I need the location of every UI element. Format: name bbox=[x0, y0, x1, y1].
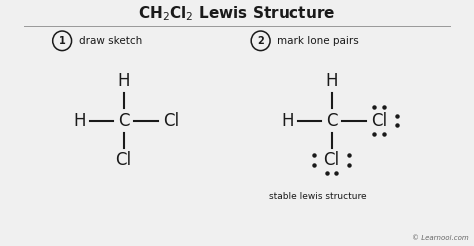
Text: Cl: Cl bbox=[116, 151, 132, 169]
Text: 2: 2 bbox=[257, 36, 264, 46]
Text: mark lone pairs: mark lone pairs bbox=[277, 36, 359, 46]
Text: Cl: Cl bbox=[371, 111, 387, 130]
Text: H: H bbox=[282, 111, 294, 130]
Text: 1: 1 bbox=[59, 36, 65, 46]
Text: © Learnool.com: © Learnool.com bbox=[412, 235, 469, 241]
Text: H: H bbox=[74, 111, 86, 130]
Text: H: H bbox=[118, 72, 130, 91]
Text: Cl: Cl bbox=[323, 151, 339, 169]
Text: stable lewis structure: stable lewis structure bbox=[269, 192, 366, 201]
Text: C: C bbox=[326, 111, 337, 130]
Text: CH$_2$Cl$_2$ Lewis Structure: CH$_2$Cl$_2$ Lewis Structure bbox=[138, 5, 336, 23]
Text: draw sketch: draw sketch bbox=[79, 36, 142, 46]
Text: C: C bbox=[118, 111, 129, 130]
Text: Cl: Cl bbox=[163, 111, 179, 130]
Text: H: H bbox=[325, 72, 338, 91]
